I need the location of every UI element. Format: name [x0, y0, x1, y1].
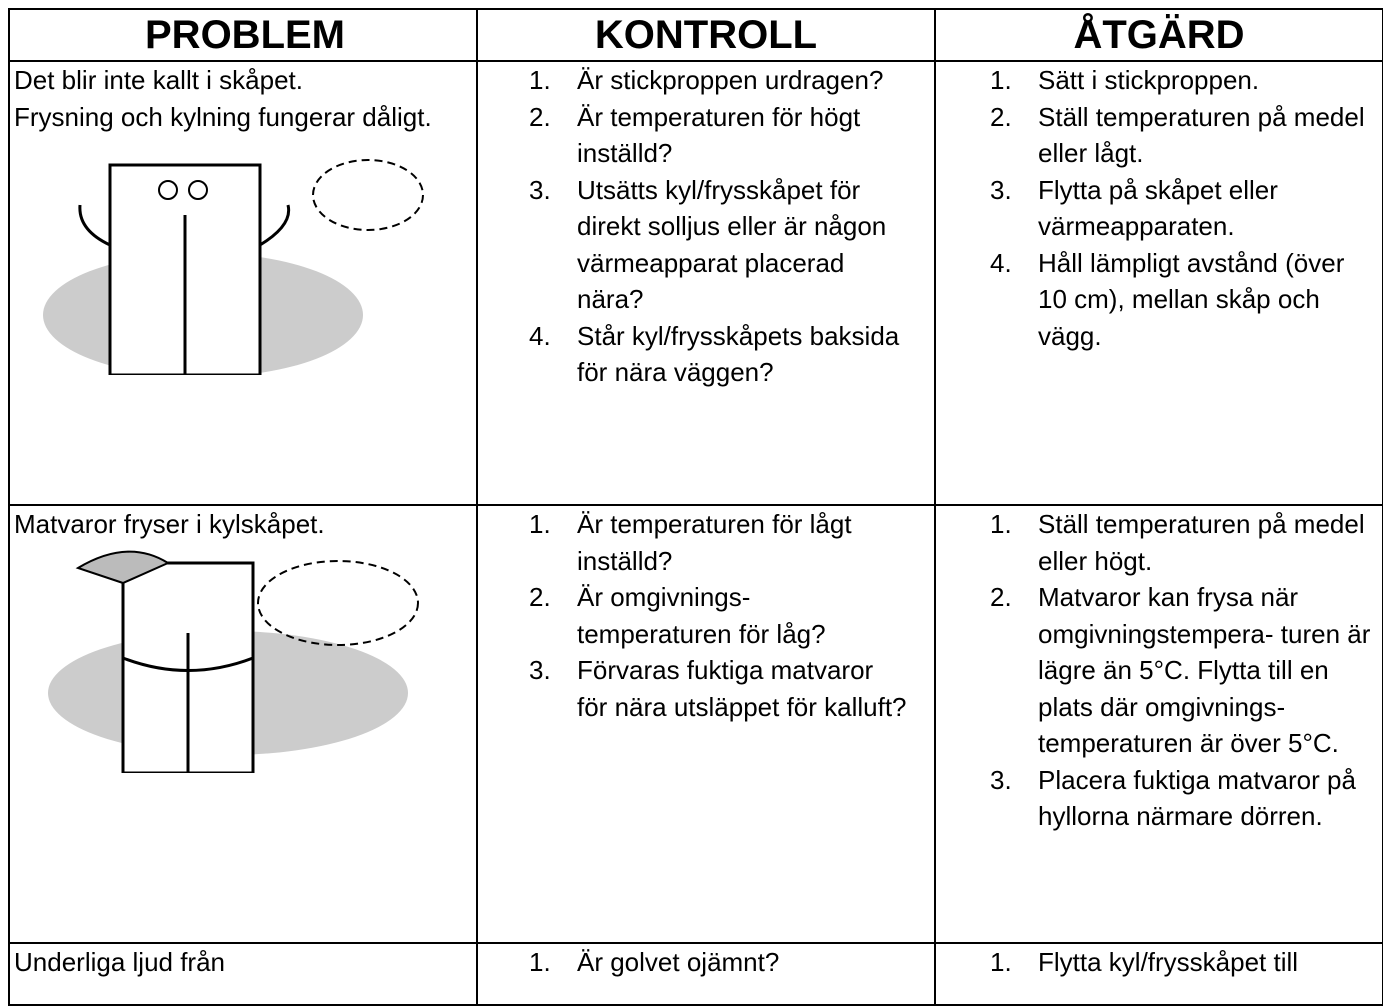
- item-number: 1.: [529, 509, 551, 539]
- illustration-wrap: [14, 543, 476, 773]
- check-list: 1. Är stickproppen urdragen? 2. Är temperat…: [478, 62, 934, 391]
- check-item: 2. Är omgivnings- temperaturen för låg?: [478, 579, 934, 652]
- item-number: 1.: [990, 509, 1012, 539]
- problem-text: Det blir inte kallt i skåpet.: [14, 65, 304, 95]
- item-text: Är stickproppen urdragen?: [577, 65, 884, 95]
- item-number: 2.: [529, 101, 551, 132]
- item-text: Sätt i stickproppen.: [1038, 65, 1260, 95]
- check-list: 1. Är temperaturen för lågt inställd? 2. Är…: [478, 506, 934, 725]
- item-number: 2.: [990, 582, 1012, 612]
- header-cell: ÅTGÄRD: [934, 8, 1383, 62]
- item-number: 4.: [990, 247, 1012, 278]
- item-text: Förvaras fuktiga matvaror för nära utslä…: [577, 655, 907, 722]
- check-item: 1. Är golvet ojämnt?: [478, 944, 934, 981]
- check-item: 2. Är temperaturen för högt inställd?: [478, 99, 934, 172]
- illustration: [43, 159, 424, 375]
- check-cell: 1. Är stickproppen urdragen? 2. Är temperat…: [476, 60, 936, 506]
- item-text: Ställ temperaturen på medel eller högt.: [1038, 509, 1365, 576]
- action-item: 1. Flytta kyl/frysskåpet till: [936, 944, 1382, 981]
- item-number: 3.: [990, 764, 1012, 795]
- check-item: 1. Är temperaturen för lågt inställd?: [478, 506, 934, 579]
- check-item: 3. Utsätts kyl/frysskåpet för direkt soll…: [478, 172, 934, 318]
- item-text: Är temperaturen för högt inställd?: [577, 101, 861, 169]
- problem-text: Underliga ljud från: [14, 947, 226, 977]
- item-number: 2.: [529, 582, 551, 612]
- item-number: 1.: [529, 947, 551, 977]
- table-row: Underliga ljud från 1. Är golvet ojämnt? 1.…: [8, 942, 1383, 1006]
- item-text: Placera fuktiga matvaror på hyllorna när…: [1038, 764, 1356, 832]
- item-number: 4.: [529, 320, 551, 351]
- item-text: Utsätts kyl/frysskåpet för direkt sollju…: [577, 174, 887, 315]
- action-item: 2. Matvaror kan frysa när omgivningstempe…: [936, 579, 1382, 762]
- troubleshooting-table: PROBLEM KONTROLL ÅTGÄRD Det blir inte ka…: [8, 8, 1383, 1006]
- item-text: Ställ temperaturen på medel eller lågt.: [1038, 101, 1365, 169]
- action-item: 1. Ställ temperaturen på medel eller högt…: [936, 506, 1382, 579]
- page: {"table":{"header":["PROBLEM","KONTROLL"…: [8, 8, 1383, 1006]
- table-row: Matvaror fryser i kylskåpet. 1. Är tempera…: [8, 504, 1383, 944]
- item-text: Flytta kyl/frysskåpet till: [1038, 947, 1299, 977]
- check-item: 3. Förvaras fuktiga matvaror för nära uts…: [478, 652, 934, 725]
- check-list: 1. Är golvet ojämnt?: [478, 944, 934, 981]
- check-item: 4. Står kyl/frysskåpets baksida för nära …: [478, 318, 934, 391]
- illustration-wrap: [14, 135, 476, 375]
- item-text: Flytta på skåpet eller värmeapparaten.: [1038, 174, 1278, 242]
- action-item: 3. Placera fuktiga matvaror på hyllorna n…: [936, 762, 1382, 835]
- problem-text: Frysning och kylning fungerar dåligt.: [14, 101, 432, 132]
- item-number: 3.: [529, 174, 551, 205]
- action-cell: 1. Flytta kyl/frysskåpet till: [934, 942, 1383, 1006]
- item-number: 1.: [990, 65, 1012, 95]
- action-cell: 1. Sätt i stickproppen. 2. Ställ temperatur…: [934, 60, 1383, 506]
- item-number: 3.: [990, 174, 1012, 205]
- item-number: 3.: [529, 655, 551, 685]
- item-number: 2.: [990, 101, 1012, 132]
- action-cell: 1. Ställ temperaturen på medel eller högt…: [934, 504, 1383, 944]
- header-cell: KONTROLL: [476, 8, 936, 62]
- problem-cell: Matvaror fryser i kylskåpet.: [8, 504, 478, 944]
- illustration: [48, 550, 419, 773]
- problem-cell: Underliga ljud från: [8, 942, 478, 1006]
- header-cell: PROBLEM: [8, 8, 478, 62]
- item-text: Håll lämpligt avstånd (över 10 cm), mell…: [1038, 247, 1345, 351]
- action-item: 3. Flytta på skåpet eller värmeapparaten.: [936, 172, 1382, 245]
- item-text: Är temperaturen för lågt inställd?: [577, 509, 852, 576]
- item-text: Matvaror kan frysa när omgivningstempera…: [1038, 582, 1371, 758]
- check-item: 1. Är stickproppen urdragen?: [478, 62, 934, 99]
- check-cell: 1. Är temperaturen för lågt inställd? 2. Är…: [476, 504, 936, 944]
- action-item: 2. Ställ temperaturen på medel eller lågt…: [936, 99, 1382, 172]
- item-number: 1.: [529, 65, 551, 95]
- check-cell: 1. Är golvet ojämnt?: [476, 942, 936, 1006]
- item-text: Är golvet ojämnt?: [577, 947, 780, 977]
- action-item: 1. Sätt i stickproppen.: [936, 62, 1382, 99]
- table-row: Det blir inte kallt i skåpet. Frysning oc…: [8, 60, 1383, 506]
- header-row: PROBLEM KONTROLL ÅTGÄRD: [8, 8, 1383, 62]
- problem-text: Matvaror fryser i kylskåpet.: [14, 509, 325, 539]
- item-text: Är omgivnings- temperaturen för låg?: [577, 582, 826, 649]
- action-list: 1. Flytta kyl/frysskåpet till: [936, 944, 1382, 981]
- action-list: 1. Ställ temperaturen på medel eller högt…: [936, 506, 1382, 835]
- item-number: 1.: [990, 947, 1012, 977]
- action-list: 1. Sätt i stickproppen. 2. Ställ temperatur…: [936, 62, 1382, 354]
- action-item: 4. Håll lämpligt avstånd (över 10 cm), me…: [936, 245, 1382, 355]
- problem-cell: Det blir inte kallt i skåpet. Frysning oc…: [8, 60, 478, 506]
- item-text: Står kyl/frysskåpets baksida för nära vä…: [577, 320, 900, 388]
